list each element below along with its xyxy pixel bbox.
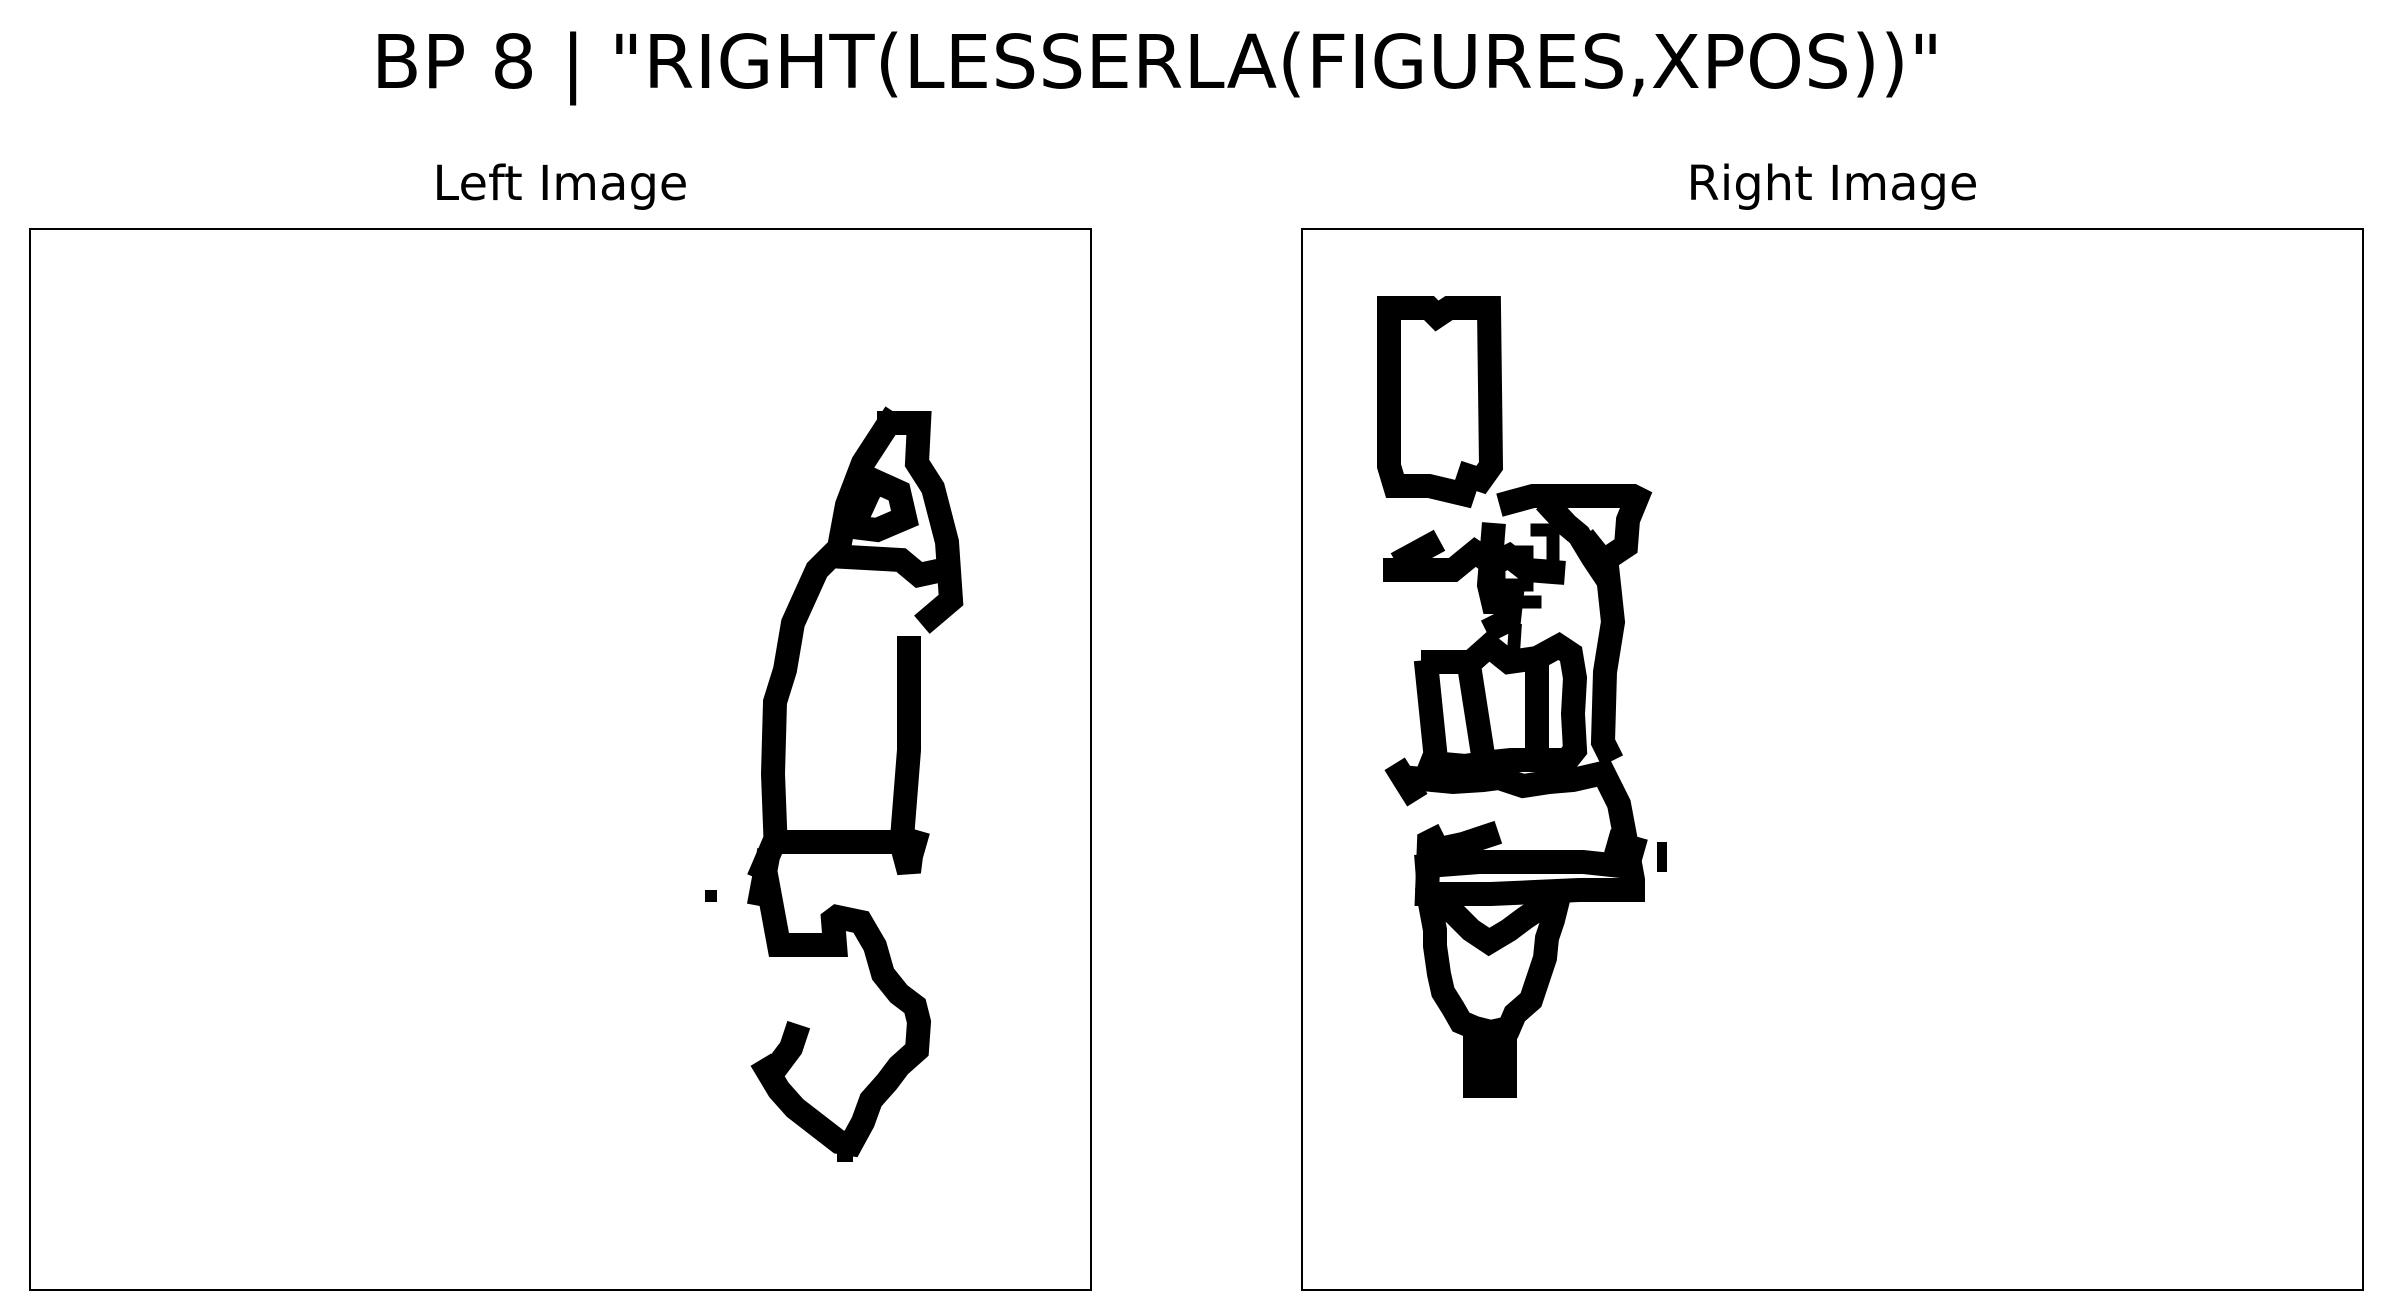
right-figure-top-rectangle — [1377, 296, 1504, 509]
right-figure-stem — [1463, 1028, 1517, 1098]
right-figure-drawing — [1377, 296, 1667, 1098]
left-figure-dot — [705, 890, 717, 902]
left-figure-upper-shape — [760, 406, 964, 839]
left-panel-title: Left Image — [432, 156, 689, 212]
left-figure-inner-edge — [834, 544, 948, 839]
right-figure-side-mark — [1657, 842, 1667, 872]
figure-title: BP 8 | "RIGHT(LESSERLA(FIGURES,XPOS))" — [371, 20, 1943, 106]
left-image-panel — [29, 228, 1092, 1291]
right-figure-bottom-triangle — [1414, 883, 1572, 1045]
right-figure-lower-rectangle — [1414, 759, 1648, 906]
right-panel-title: Right Image — [1686, 156, 1979, 212]
right-figure-side-edge — [1574, 529, 1626, 767]
right-figure-mid-lower-edge — [1384, 757, 1614, 807]
left-figure-lower-shape — [750, 866, 932, 1158]
right-image-panel — [1301, 228, 2364, 1291]
left-figure-notch — [835, 467, 919, 543]
left-figure-body — [746, 824, 930, 909]
left-figure-drawing — [705, 406, 964, 1162]
right-figure-lower-band — [1414, 850, 1635, 880]
right-figure-mid-box — [1413, 630, 1588, 779]
left-figure-tip — [837, 1148, 853, 1162]
right-figure-inner-pattern — [1492, 523, 1560, 667]
